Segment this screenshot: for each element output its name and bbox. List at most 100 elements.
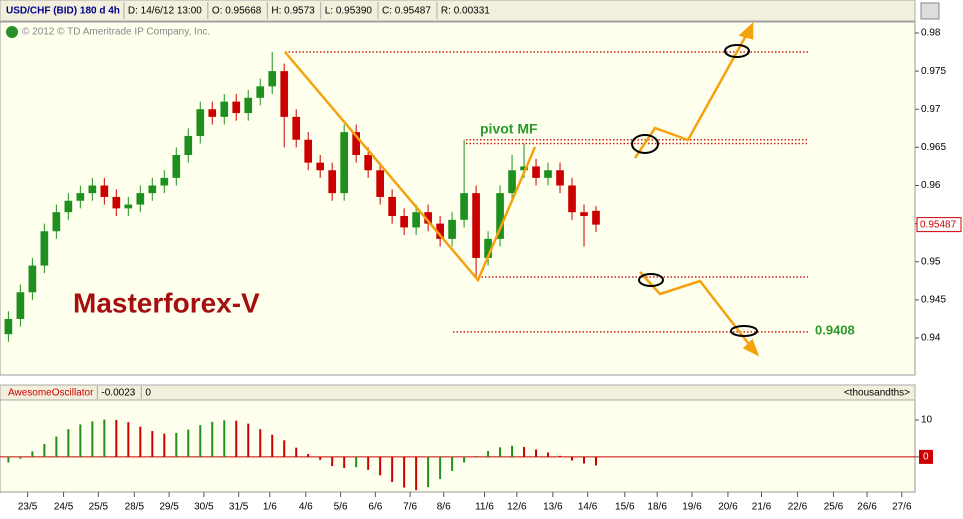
x-tick-label: 28/5 xyxy=(125,502,145,513)
oscillator-field: 0 xyxy=(145,388,151,399)
y-tick-label: 0.965 xyxy=(921,142,946,153)
x-tick-label: 6/6 xyxy=(368,502,382,513)
settings-button[interactable] xyxy=(920,2,940,20)
candle-body xyxy=(496,193,504,239)
candle-body xyxy=(112,196,121,209)
annotation: pivot MF xyxy=(480,121,538,137)
y-tick-label: 0 xyxy=(923,452,929,463)
wave-line xyxy=(633,31,750,159)
symbol-title: USD/CHF (BID) 180 d 4h xyxy=(6,6,120,17)
header-field: L: 0.95390 xyxy=(325,6,373,17)
candle-body xyxy=(100,185,109,197)
header-field: H: 0.9573 xyxy=(271,6,315,17)
candle-body xyxy=(172,154,181,178)
candle-body xyxy=(304,139,313,163)
candle-body xyxy=(520,166,528,171)
x-tick-label: 13/6 xyxy=(543,502,563,513)
x-tick-label: 4/6 xyxy=(299,502,313,513)
x-tick-label: 20/6 xyxy=(718,502,738,513)
candle-body xyxy=(232,101,241,114)
annotation: 0.9408 xyxy=(815,322,855,337)
oscillator-title: AwesomeOscillator xyxy=(8,388,94,399)
candle-body xyxy=(220,101,229,117)
zero-box xyxy=(919,449,933,464)
x-tick-label: 12/6 xyxy=(507,502,527,513)
x-tick-label: 21/6 xyxy=(752,502,772,513)
candle-body xyxy=(268,71,277,87)
y-tick-label: 10 xyxy=(921,415,933,426)
candle-body xyxy=(352,132,361,155)
candle-body xyxy=(532,166,540,178)
candle-body xyxy=(388,196,396,217)
candle-body xyxy=(556,170,564,186)
candle-body xyxy=(292,116,301,140)
candle-body xyxy=(412,212,420,228)
candle-body xyxy=(52,212,61,232)
candle-body xyxy=(460,193,468,220)
candle-body xyxy=(244,97,253,114)
x-tick-label: 1/6 xyxy=(263,502,277,513)
candle-body xyxy=(208,109,217,117)
header-bar xyxy=(0,0,916,22)
ellipse xyxy=(638,273,664,287)
candle-body xyxy=(544,170,552,178)
x-tick-label: 22/6 xyxy=(788,502,808,513)
candle-body xyxy=(76,193,85,201)
oscillator-panel xyxy=(0,399,916,493)
candle-body xyxy=(340,132,349,194)
x-tick-label: 8/6 xyxy=(437,502,451,513)
candle-body xyxy=(136,193,145,205)
wave-annotations xyxy=(284,22,760,357)
x-tick-label: 14/6 xyxy=(578,502,598,513)
candle-body xyxy=(328,170,337,194)
candle-body xyxy=(280,71,289,117)
x-tick-label: 15/6 xyxy=(615,502,635,513)
oscillator-field: -0.0023 xyxy=(101,388,135,399)
candle-body xyxy=(448,219,456,239)
candle-body xyxy=(124,204,133,209)
candle-body xyxy=(4,318,13,335)
copyright: © 2012 © TD Ameritrade IP Company, Inc. xyxy=(22,27,210,38)
x-tick-label: 11/6 xyxy=(475,502,494,513)
header-field: O: 0.95668 xyxy=(212,6,262,17)
unit-label: <thousandths> xyxy=(844,388,910,399)
x-tick-label: 25/6 xyxy=(824,502,844,513)
candle-body xyxy=(196,109,205,136)
y-tick-label: 0.945 xyxy=(921,295,946,306)
wave-line xyxy=(284,51,537,283)
x-tick-label: 27/6 xyxy=(892,502,912,513)
candle-body xyxy=(64,200,73,213)
x-tick-label: 24/5 xyxy=(54,502,74,513)
x-tick-label: 29/5 xyxy=(159,502,179,513)
candle-body xyxy=(28,265,37,293)
last-price-label: 0.95487 xyxy=(920,219,957,230)
candle-body xyxy=(184,135,193,155)
last-price-box xyxy=(916,217,962,233)
y-tick-label: 0.96 xyxy=(921,180,941,191)
ellipse xyxy=(631,134,659,154)
candle-body xyxy=(148,185,157,194)
x-tick-label: 25/5 xyxy=(89,502,109,513)
x-tick-label: 5/6 xyxy=(334,502,348,513)
arrow-head xyxy=(738,22,754,40)
candle-body xyxy=(436,223,444,239)
ellipse xyxy=(724,44,750,58)
x-tick-label: 23/5 xyxy=(18,502,38,513)
watermark: Masterforex-V xyxy=(73,287,260,318)
x-tick-label: 31/5 xyxy=(229,502,249,513)
header-field: R: 0.00331 xyxy=(441,6,490,17)
candle-body xyxy=(580,212,588,217)
header-field: D: 14/6/12 13:00 xyxy=(128,6,202,17)
x-tick-label: 30/5 xyxy=(194,502,214,513)
candle-body xyxy=(364,154,372,171)
y-tick-label: 0.97 xyxy=(921,104,941,115)
ellipse xyxy=(730,325,758,337)
x-tick-label: 7/6 xyxy=(403,502,417,513)
arrow-head xyxy=(742,338,760,357)
x-tick-label: 26/6 xyxy=(857,502,877,513)
info-icon[interactable] xyxy=(6,26,18,38)
candle-body xyxy=(424,212,432,224)
candle-body xyxy=(316,162,325,171)
candle-body xyxy=(484,238,492,258)
